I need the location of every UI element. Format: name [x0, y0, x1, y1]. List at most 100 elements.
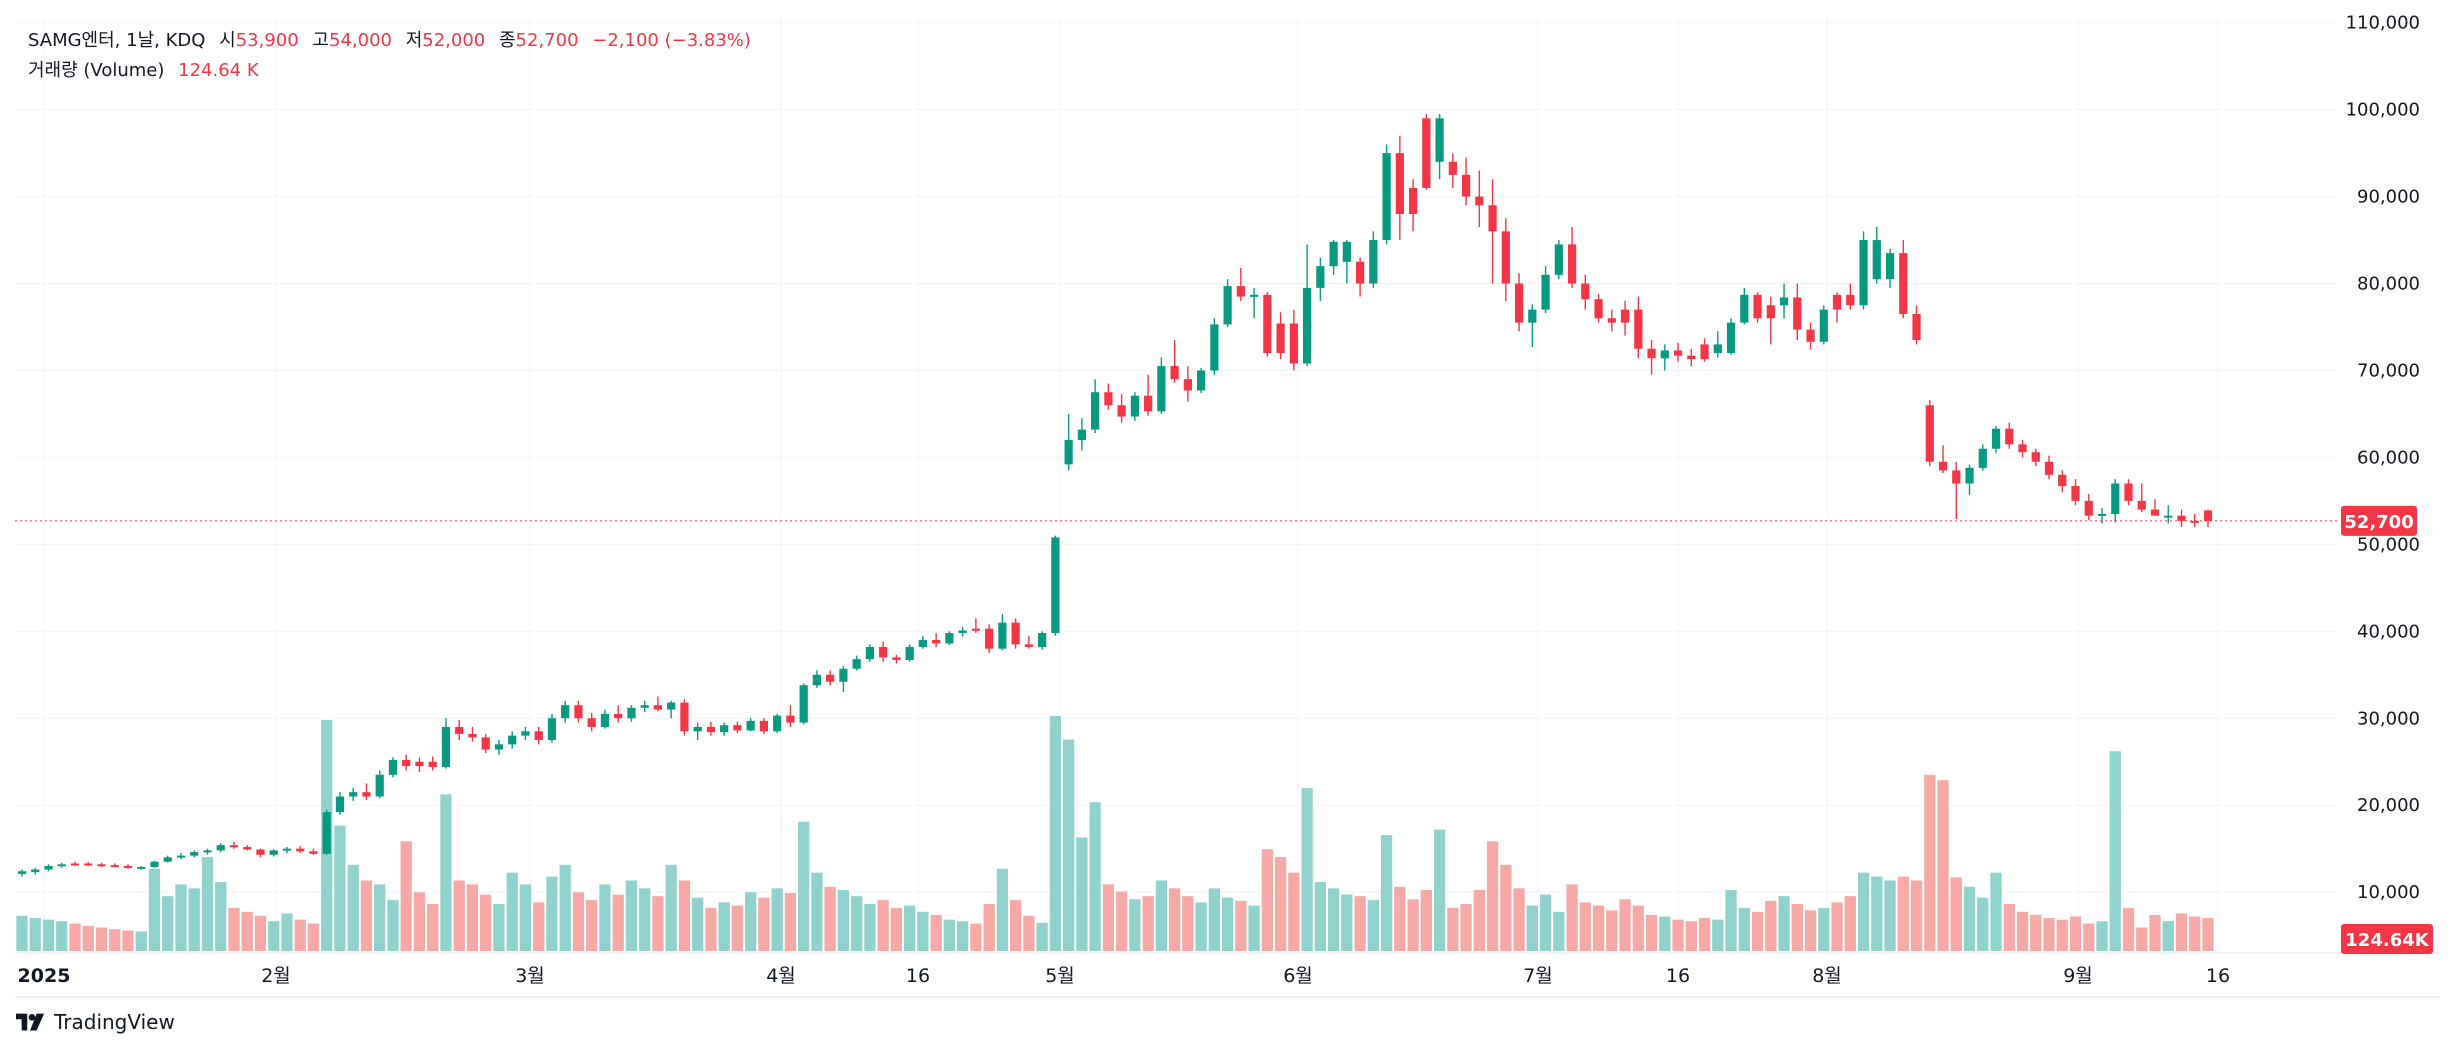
x-tick-label: 4월: [766, 965, 796, 987]
volume-bar: [864, 904, 876, 951]
volume-bar: [506, 872, 518, 951]
candle-body: [1991, 428, 2001, 449]
candle-body: [2124, 483, 2133, 501]
y-tick-label: 30,000: [2357, 708, 2420, 729]
volume-bar: [1115, 891, 1128, 951]
volume-bar: [718, 902, 730, 951]
volume-bar: [559, 864, 571, 951]
candle-body: [1740, 294, 1749, 323]
volume-bar: [1168, 888, 1181, 951]
candle-body: [1104, 392, 1113, 406]
volume-bar: [851, 896, 863, 951]
volume-bar: [228, 907, 240, 951]
candle-body: [494, 744, 504, 750]
chart-legend: SAMG엔터, 1날, KDQ 시53,900 고54,000 저52,000 …: [28, 26, 751, 86]
volume-bar: [612, 894, 624, 951]
volume-bar: [1460, 904, 1472, 951]
volume-bar: [294, 919, 306, 951]
candle-body: [1832, 294, 1842, 310]
candle-body: [1567, 244, 1577, 284]
symbol-label: SAMG엔터, 1날, KDQ: [28, 30, 206, 51]
candle-body: [1965, 467, 1974, 484]
volume-bar: [2122, 907, 2135, 951]
volume-bar: [493, 904, 505, 951]
candle-body: [1197, 370, 1206, 391]
candle-body: [17, 871, 27, 874]
x-tick-label: 6월: [1283, 965, 1313, 987]
candle-body: [1660, 350, 1669, 359]
tradingview-brand[interactable]: TradingView: [16, 1010, 175, 1034]
volume-bar: [175, 884, 187, 951]
candle-body: [415, 761, 424, 767]
candle-body: [905, 646, 914, 660]
volume-bar: [95, 927, 108, 951]
volume-bar: [1778, 896, 1790, 951]
candle-body: [362, 792, 371, 797]
volume-bar: [1076, 837, 1088, 951]
volume-bar: [824, 886, 836, 951]
candle-body: [1236, 286, 1245, 297]
volume-bar: [466, 884, 479, 951]
candle-body: [2164, 515, 2173, 518]
candle-body: [1408, 187, 1418, 214]
candle-body: [137, 866, 146, 869]
candle-body: [322, 812, 331, 854]
volume-bar: [639, 888, 651, 951]
x-tick-label: 3월: [515, 965, 545, 987]
high-value: 54,000: [328, 30, 392, 51]
candle-body: [1382, 153, 1391, 241]
candle-body: [309, 851, 318, 854]
candle-body: [812, 674, 822, 686]
volume-bar: [135, 931, 147, 951]
volume-bar: [1539, 894, 1552, 951]
volume-layer: [16, 716, 2214, 951]
volume-bar: [268, 921, 280, 951]
volume-bar: [1195, 902, 1207, 951]
candle-body: [1528, 309, 1537, 323]
candle-body: [1700, 344, 1709, 360]
volume-bar: [2069, 916, 2082, 951]
candle-body: [2097, 513, 2107, 516]
volume-bar: [360, 880, 373, 951]
candle-body: [693, 726, 702, 732]
volume-row: 거래량 (Volume) 124.64 K: [28, 56, 751, 86]
candle-body: [667, 702, 676, 710]
candle-body: [1673, 350, 1683, 356]
candle-body: [2111, 483, 2120, 514]
candle-body: [1938, 461, 1948, 471]
volume-bar: [1023, 915, 1035, 951]
candle-body: [1276, 323, 1285, 354]
volume-bar: [400, 841, 412, 951]
candle-body: [521, 731, 530, 736]
volume-bar: [1685, 921, 1697, 951]
candle-body: [375, 774, 384, 797]
low-label: 저: [405, 30, 423, 51]
volume-bar: [983, 904, 995, 951]
volume-bar: [1036, 922, 1048, 951]
candle-body: [1435, 118, 1444, 162]
candle-body: [627, 707, 636, 719]
candle-body: [1210, 324, 1219, 371]
volume-bar: [2189, 916, 2201, 951]
candle-body: [706, 726, 716, 733]
candle-body: [1885, 253, 1895, 280]
volume-bar: [1712, 919, 1724, 951]
candle-body: [163, 857, 172, 862]
candle-body: [2084, 500, 2093, 516]
candle-body: [1952, 470, 1961, 484]
candle-body: [1342, 241, 1351, 262]
candle-body: [2005, 428, 2014, 445]
candle-body: [1302, 287, 1312, 364]
volume-label: 거래량 (Volume): [28, 60, 165, 81]
y-tick-label: 90,000: [2357, 187, 2420, 208]
candle-body: [1554, 244, 1563, 275]
candle-body: [44, 866, 53, 870]
candle-body: [349, 792, 358, 797]
volume-bar: [917, 911, 929, 951]
candle-body: [123, 866, 133, 869]
y-tick-label: 10,000: [2357, 882, 2420, 903]
candle-body: [547, 718, 557, 740]
candle-body: [587, 718, 596, 727]
